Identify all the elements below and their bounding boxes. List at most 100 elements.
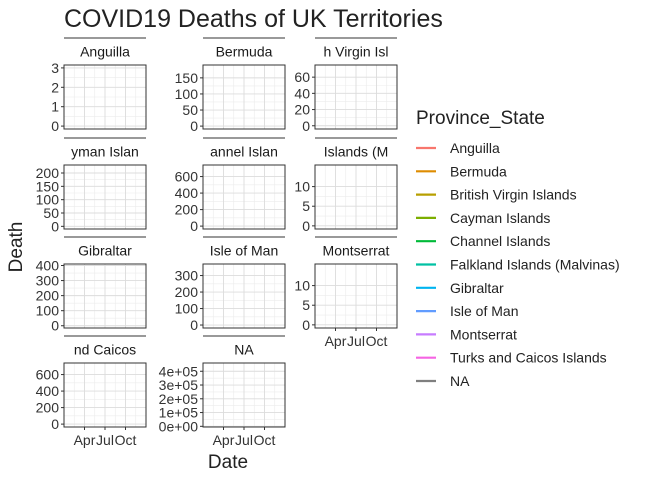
legend-label: British Virgin Islands (450, 187, 577, 203)
legend-item: Isle of Man (416, 303, 518, 319)
legend-label: Isle of Man (450, 303, 518, 319)
y-tick-label: 0 (302, 118, 310, 134)
y-tick-label: 600 (175, 169, 199, 185)
y-tick-label: 0 (51, 416, 59, 432)
y-tick-label: 150 (175, 70, 199, 86)
y-tick-label: 200 (36, 165, 60, 181)
y-tick-label: 200 (36, 400, 60, 416)
y-tick-label: 0 (51, 318, 59, 334)
x-tick-label: Apr (325, 333, 347, 349)
legend-item: Anguilla (416, 140, 500, 156)
legend-label: Gibraltar (450, 280, 504, 296)
x-tick-label: Oct (366, 333, 388, 349)
legend-item: British Virgin Islands (416, 187, 577, 203)
facet-panel-border (63, 263, 147, 329)
facet-strip-label: nd Caicos (74, 342, 136, 358)
facet-panel-border (314, 164, 398, 230)
facet-strip (64, 138, 146, 165)
y-tick-label: 1e+05 (159, 405, 199, 421)
facet-strip-label: annel Islan (210, 144, 278, 160)
facet-strip-label: Anguilla (80, 44, 130, 60)
y-tick-label: 50 (43, 205, 59, 221)
legend-label: Cayman Islands (450, 210, 550, 226)
x-tick-label: Oct (115, 432, 137, 448)
y-tick-label: 400 (36, 383, 60, 399)
legend: Province_State Anguilla Bermuda British Vi… (416, 108, 620, 389)
facet-panel-border (202, 164, 286, 230)
legend-item: Bermuda (416, 163, 507, 179)
y-tick-label: 100 (36, 192, 60, 208)
x-tick-label: Jul (96, 432, 114, 448)
facet-panel-border (63, 164, 147, 230)
facet-strip-label: Islands (M (324, 144, 389, 160)
x-tick-label: Jul (235, 432, 253, 448)
y-tick-label: 300 (175, 268, 199, 284)
y-tick-label: 100 (36, 303, 60, 319)
legend-item: Gibraltar (416, 280, 504, 296)
y-tick-label: 3e+05 (159, 377, 199, 393)
facet-strip (203, 138, 285, 165)
facet-panel-border (202, 64, 286, 130)
x-tick-label: Oct (254, 432, 276, 448)
legend-item: NA (416, 373, 470, 389)
y-tick-label: 300 (36, 273, 60, 289)
facet-strip (315, 237, 397, 264)
y-tick-label: 600 (36, 367, 60, 383)
y-tick-label: 10 (294, 278, 310, 294)
legend-label: Anguilla (450, 140, 500, 156)
legend-label: Bermuda (450, 163, 507, 179)
y-tick-label: 50 (182, 102, 198, 118)
y-tick-label: 3 (51, 60, 59, 76)
legend-label: Montserrat (450, 326, 517, 342)
y-tick-label: 5 (302, 198, 310, 214)
facet-strip-label: Montserrat (323, 243, 390, 259)
y-tick-label: 0 (190, 118, 198, 134)
facet-panel: Anguilla 0 1 2 3 (51, 37, 147, 134)
y-tick-label: 60 (294, 69, 310, 85)
y-tick-label: 40 (294, 85, 310, 101)
y-tick-label: 2e+05 (159, 391, 199, 407)
legend-item: Montserrat (416, 326, 517, 342)
y-tick-label: 0 (302, 317, 310, 333)
legend-item: Channel Islands (416, 233, 550, 249)
y-tick-label: 2 (51, 79, 59, 95)
legend-item: Falkland Islands (Malvinas) (416, 257, 620, 273)
facet-strip (315, 38, 397, 65)
y-axis-title: Death (6, 222, 27, 273)
y-tick-label: 0 (190, 317, 198, 333)
facet-strip (203, 38, 285, 65)
y-tick-label: 20 (294, 102, 310, 118)
x-tick-label: Apr (74, 432, 96, 448)
legend-item: Turks and Caicos Islands (416, 350, 607, 366)
facet-strip (64, 336, 146, 363)
y-tick-label: 400 (175, 185, 199, 201)
chart-title: COVID19 Deaths of UK Territories (64, 5, 443, 33)
legend-item: Cayman Islands (416, 210, 550, 226)
legend-label: Turks and Caicos Islands (450, 350, 607, 366)
legend-title: Province_State (416, 108, 545, 129)
y-tick-label: 10 (294, 179, 310, 195)
facet-strip-label: NA (234, 342, 254, 358)
y-tick-label: 200 (175, 284, 199, 300)
y-tick-label: 0e+00 (159, 418, 199, 434)
legend-label: Channel Islands (450, 233, 550, 249)
y-tick-label: 5 (302, 297, 310, 313)
y-tick-label: 200 (175, 202, 199, 218)
y-tick-label: 1 (51, 99, 59, 115)
x-tick-label: Apr (213, 432, 235, 448)
y-tick-label: 0 (190, 218, 198, 234)
y-tick-label: 100 (175, 86, 199, 102)
x-axis-title: Date (208, 452, 248, 473)
facet-panel: Montserrat 0 5 10 Apr Jul Oct (294, 236, 398, 349)
facet-strip (203, 336, 285, 363)
facet-panel-border (202, 263, 286, 329)
